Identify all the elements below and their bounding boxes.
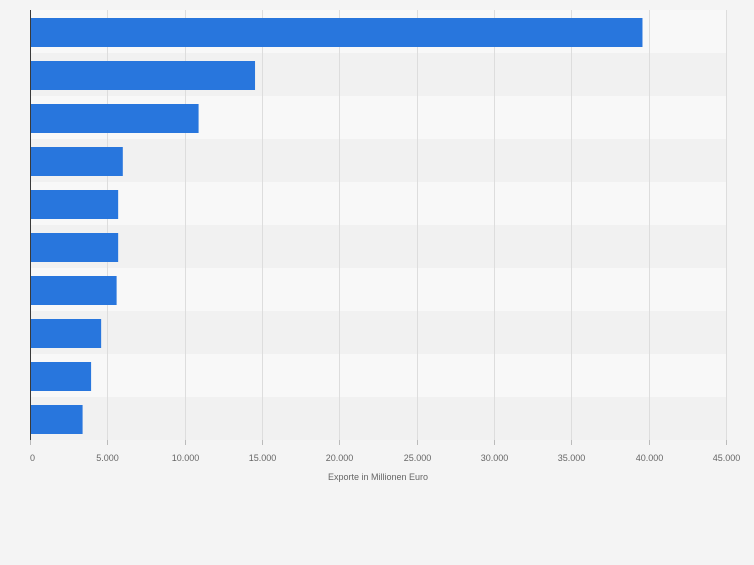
bar — [30, 104, 199, 133]
bar — [30, 147, 123, 176]
row-bands — [30, 10, 726, 440]
x-tick-label: 35.000 — [558, 453, 586, 463]
x-tick-label: 5.000 — [96, 453, 119, 463]
bar — [30, 61, 256, 90]
x-tick-label: 10.000 — [172, 453, 200, 463]
x-tick-label: 25.000 — [404, 453, 432, 463]
x-tick-label: 40.000 — [636, 453, 664, 463]
row-band — [30, 225, 726, 268]
bar — [30, 276, 117, 305]
x-tick-label: 20.000 — [326, 453, 354, 463]
bar — [30, 190, 119, 219]
bar — [30, 233, 119, 262]
x-tick-label: 30.000 — [481, 453, 509, 463]
row-band — [30, 354, 726, 397]
x-axis-label: Exporte in Millionen Euro — [328, 472, 428, 482]
x-tick-label: 0 — [30, 453, 35, 463]
row-band — [30, 182, 726, 225]
x-axis-ticks: 0 5.000 10.000 15.000 20.000 25.000 30.000 35.0… — [30, 440, 740, 463]
bar — [30, 18, 643, 47]
x-tick-label: 15.000 — [249, 453, 277, 463]
bar — [30, 405, 83, 434]
bar — [30, 319, 102, 348]
row-band — [30, 139, 726, 182]
row-band — [30, 397, 726, 440]
bar — [30, 362, 92, 391]
x-tick-label: 45.000 — [713, 453, 741, 463]
row-band — [30, 268, 726, 311]
row-band — [30, 311, 726, 354]
bars — [30, 18, 643, 434]
